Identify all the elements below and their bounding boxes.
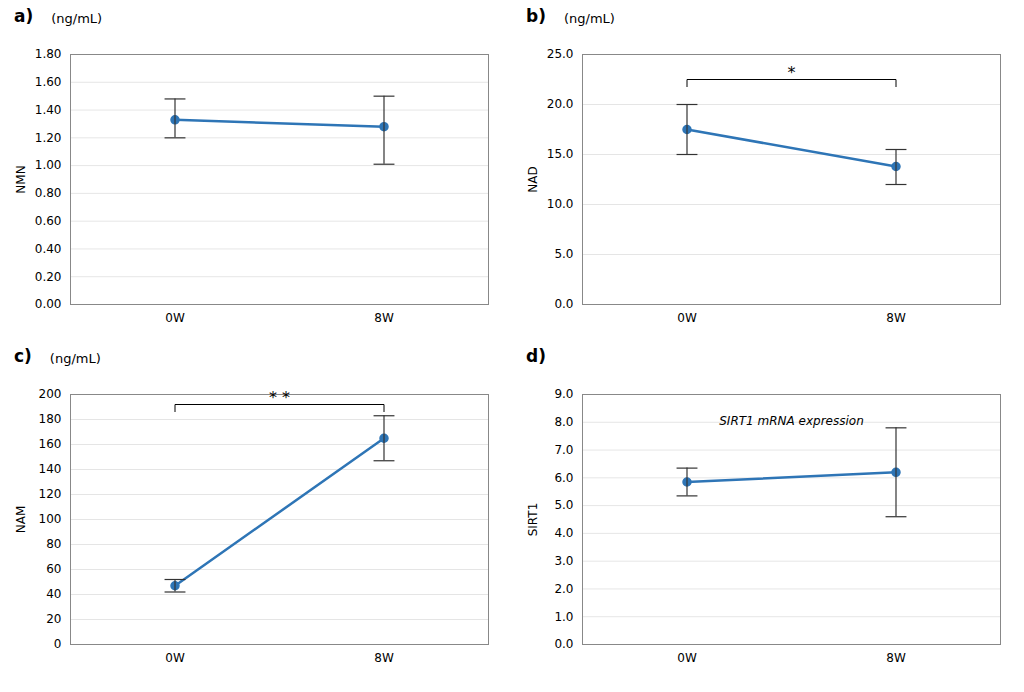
svg-text:8.0: 8.0 (554, 415, 573, 429)
svg-text:8W: 8W (886, 651, 906, 665)
svg-text:4.0: 4.0 (554, 526, 573, 540)
svg-text:*: * (788, 63, 796, 82)
html-text:d): d) (526, 346, 546, 366)
svg-text:5.0: 5.0 (554, 247, 573, 261)
svg-text:8W: 8W (374, 311, 394, 325)
html-text:b): b) (526, 6, 546, 26)
svg-text:1.0: 1.0 (554, 610, 573, 624)
svg-text:0.60: 0.60 (35, 214, 62, 228)
svg-text:0W: 0W (677, 311, 697, 325)
html-text:a): a) (14, 6, 34, 26)
svg-text:7.0: 7.0 (554, 443, 573, 457)
svg-text:6.0: 6.0 (554, 471, 573, 485)
svg-text:180: 180 (39, 412, 62, 426)
svg-text:80: 80 (46, 537, 61, 551)
svg-text:1.60: 1.60 (35, 75, 62, 89)
svg-text:0.00: 0.00 (35, 297, 62, 311)
svg-text:5.0: 5.0 (554, 498, 573, 512)
html-text:(ng/mL): (ng/mL) (51, 11, 103, 26)
svg-text:1.80: 1.80 (35, 47, 62, 61)
html-text:(ng/mL): (ng/mL) (564, 11, 615, 26)
svg-text:NAD: NAD (526, 166, 540, 192)
svg-text:0W: 0W (165, 311, 185, 325)
svg-text:SIRT1 mRNA expression: SIRT1 mRNA expression (719, 414, 864, 428)
svg-text:0.0: 0.0 (554, 637, 573, 651)
svg-text:20: 20 (46, 612, 61, 626)
svg-text:120: 120 (39, 487, 62, 501)
svg-text:1.40: 1.40 (35, 103, 62, 117)
svg-text:1.20: 1.20 (35, 131, 62, 145)
svg-text:160: 160 (39, 437, 62, 451)
svg-text:SIRT1: SIRT1 (526, 503, 540, 537)
svg-text:8W: 8W (886, 311, 906, 325)
svg-text:0.80: 0.80 (35, 186, 62, 200)
svg-text:100: 100 (39, 512, 62, 526)
svg-text:NAM: NAM (14, 506, 28, 534)
svg-text:0: 0 (54, 637, 62, 651)
svg-text:140: 140 (39, 462, 62, 476)
svg-text:40: 40 (46, 587, 61, 601)
svg-text:0W: 0W (165, 651, 185, 665)
svg-text:8W: 8W (374, 651, 394, 665)
svg-text:15.0: 15.0 (547, 147, 574, 161)
svg-text:* *: * * (269, 388, 290, 407)
svg-text:200: 200 (39, 387, 62, 401)
svg-text:NMN: NMN (14, 165, 28, 193)
svg-text:60: 60 (46, 562, 61, 576)
svg-text:2.0: 2.0 (554, 582, 573, 596)
svg-text:1.00: 1.00 (35, 158, 62, 172)
svg-text:9.0: 9.0 (554, 387, 573, 401)
svg-text:10.0: 10.0 (547, 197, 574, 211)
svg-text:25.0: 25.0 (547, 47, 574, 61)
html-text:(ng/mL): (ng/mL) (49, 351, 101, 366)
svg-text:0.40: 0.40 (35, 242, 62, 256)
svg-text:0W: 0W (677, 651, 697, 665)
svg-text:3.0: 3.0 (554, 554, 573, 568)
html-text:c): c) (14, 346, 32, 366)
svg-text:0.20: 0.20 (35, 270, 62, 284)
svg-text:20.0: 20.0 (547, 97, 574, 111)
svg-text:0.0: 0.0 (554, 297, 573, 311)
